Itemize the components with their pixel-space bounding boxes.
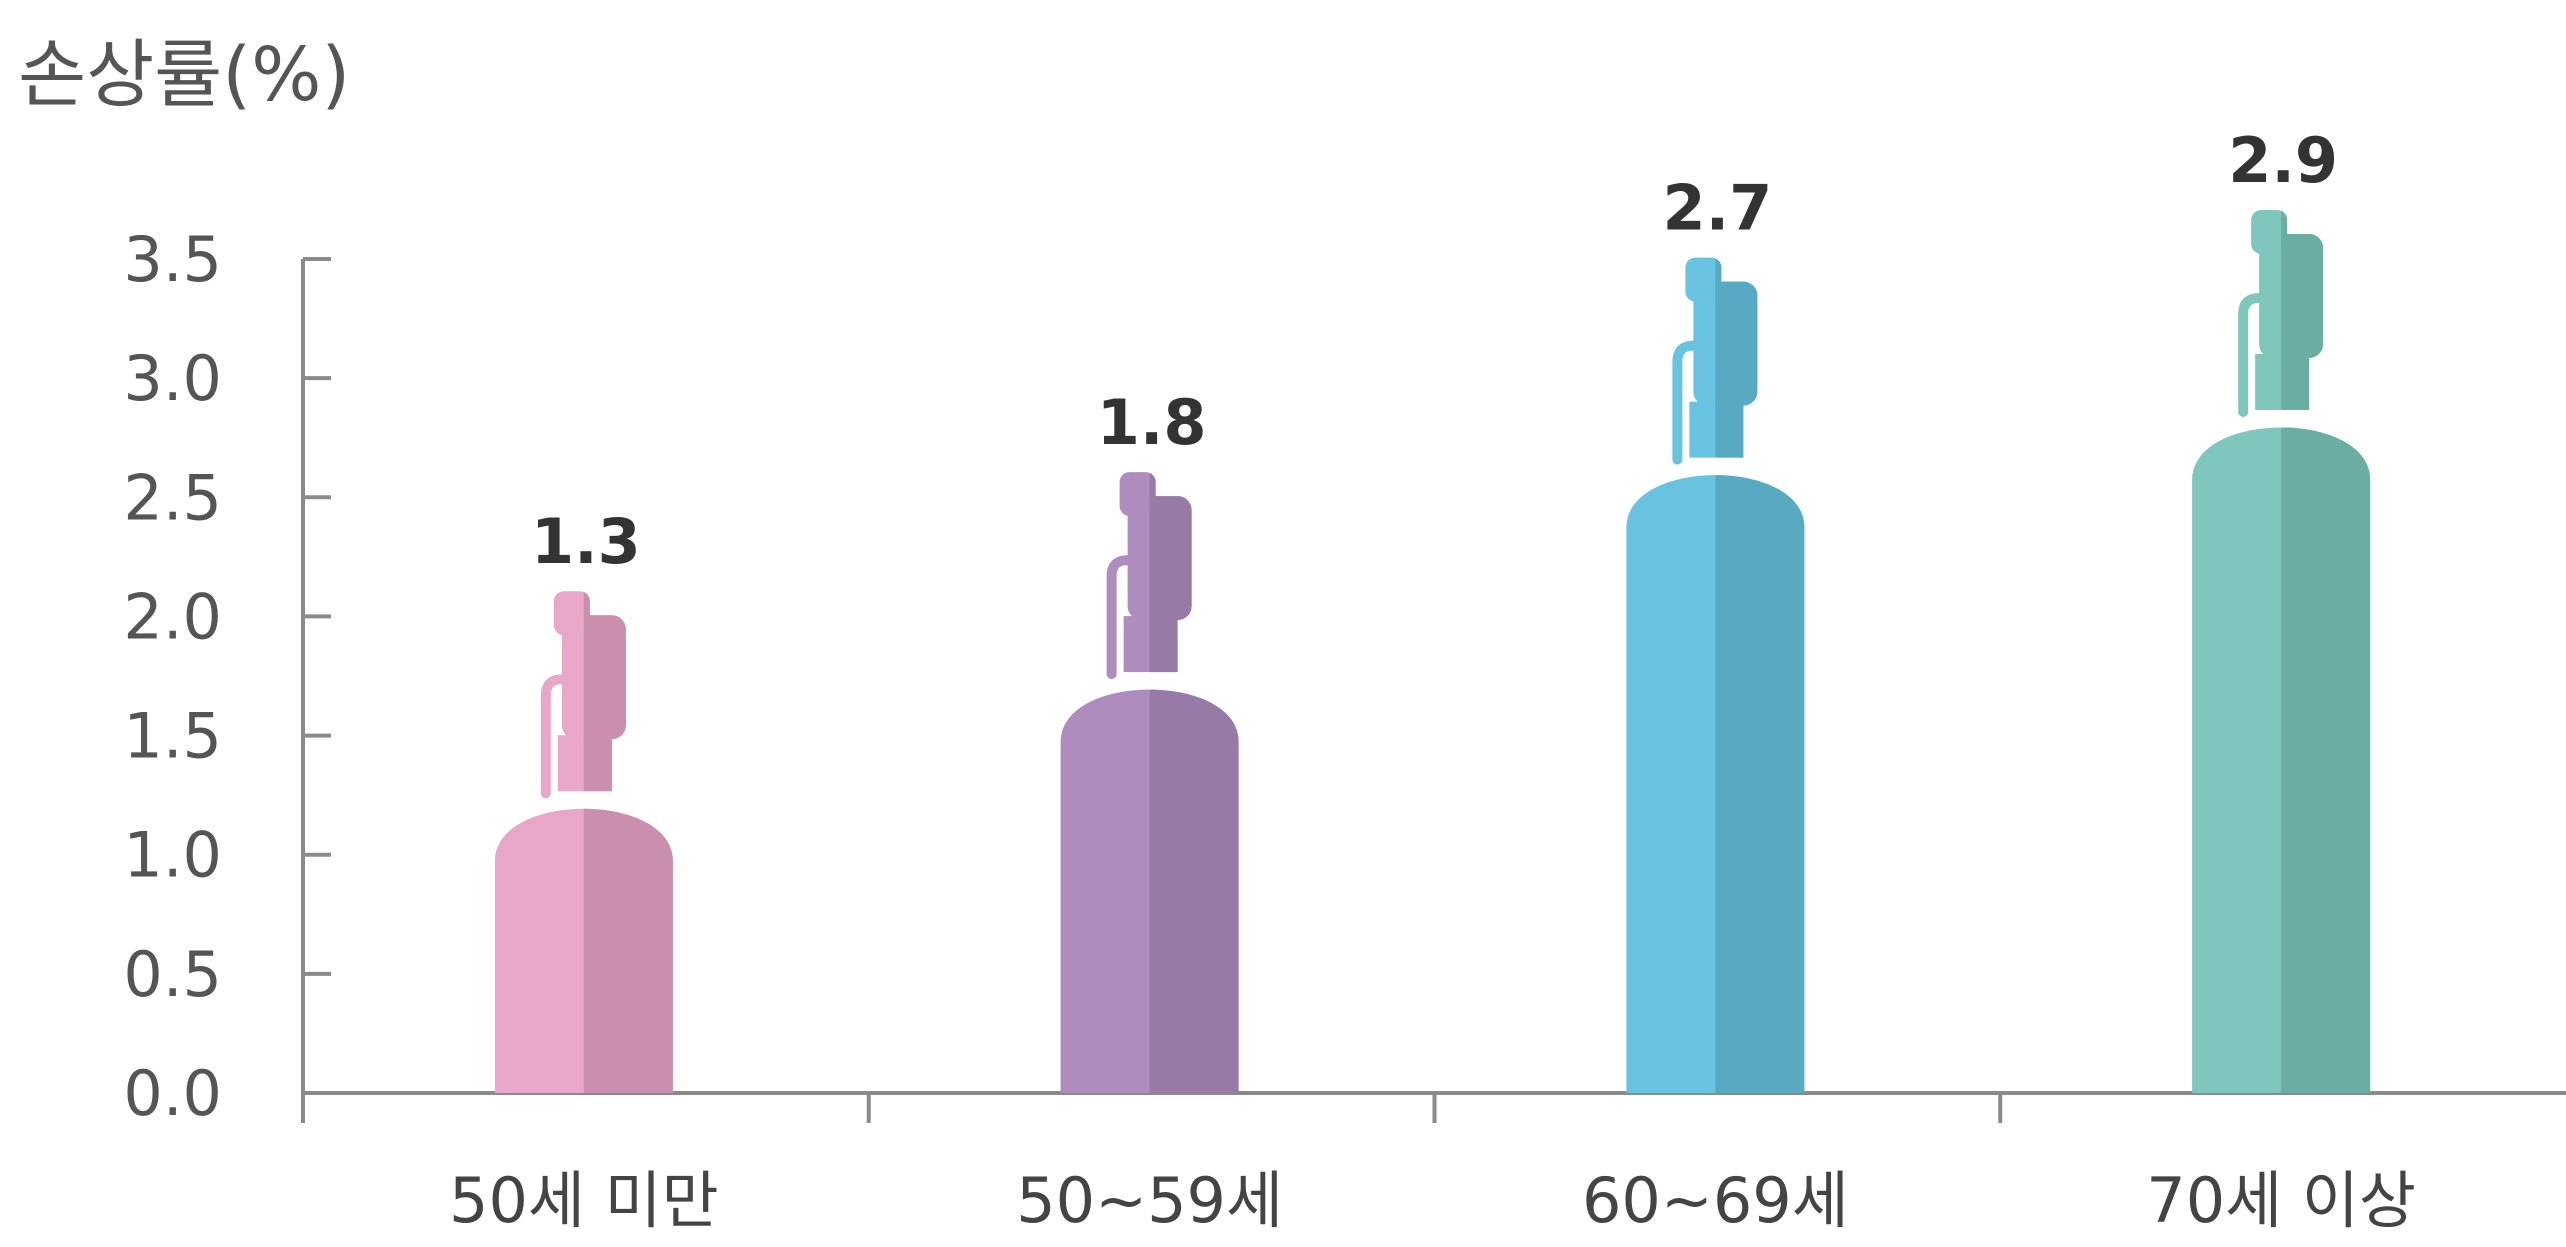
- y-tick-label: 2.0: [123, 580, 222, 653]
- bar-cylinder: [1626, 257, 1805, 1094]
- value-label: 2.7: [1662, 172, 1772, 245]
- y-tick-label: 1.5: [123, 700, 222, 773]
- y-tick-label: 2.5: [123, 461, 222, 534]
- y-tick-label: 0.0: [123, 1057, 222, 1130]
- category-label: 60~69세: [1582, 1164, 1849, 1237]
- category-labels: 50세 미만 50~59세 60~69세 70세 이상: [449, 1164, 2416, 1237]
- y-tick-label: 0.5: [123, 938, 222, 1011]
- bar-cylinder: [1060, 472, 1239, 1093]
- bar-cylinder: [2192, 209, 2371, 1093]
- y-axis-unit-label: 손상률(%): [18, 32, 350, 118]
- category-label: 50~59세: [1016, 1164, 1283, 1237]
- x-axis: [301, 1091, 2566, 1123]
- y-tick-label: 3.0: [123, 342, 222, 415]
- value-label: 2.9: [2228, 124, 2338, 197]
- category-label: 50세 미만: [449, 1164, 719, 1237]
- category-label: 70세 이상: [2146, 1164, 2416, 1237]
- y-tick-label: 1.0: [123, 819, 222, 892]
- y-tick-label: 3.5: [123, 223, 222, 296]
- value-label: 1.8: [1097, 386, 1207, 459]
- bar-cylinder: [494, 591, 673, 1093]
- y-axis: 0.0 0.5 1.0 1.5 2.0 2.5 3.0 3.5: [123, 223, 331, 1130]
- bars: [494, 209, 2371, 1094]
- value-label: 1.3: [531, 505, 641, 578]
- value-labels: 1.3 1.8 2.7 2.9: [531, 124, 2338, 578]
